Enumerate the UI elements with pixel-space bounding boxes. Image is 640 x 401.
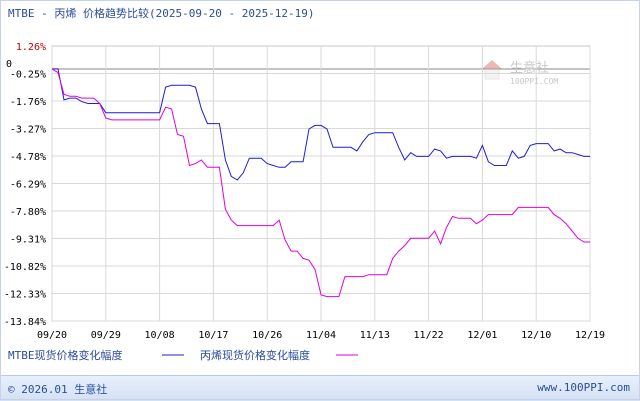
x-tick-label: 09/29 — [91, 330, 121, 341]
x-tick-label: 11/13 — [360, 330, 390, 341]
x-tick-label: 09/20 — [37, 330, 67, 341]
y-tick-label: -6.29% — [10, 180, 46, 191]
y-tick-label: -12.33% — [4, 290, 46, 301]
price-trend-chart: MTBE - 丙烯 价格趋势比较(2025-09-20 - 2025-12-19… — [3, 6, 606, 362]
grid-lines — [51, 46, 591, 322]
x-tick-label: 10/08 — [145, 330, 175, 341]
x-tick-label: 12/10 — [521, 330, 551, 341]
footer-site-link[interactable]: www.100PPI.com — [537, 381, 630, 394]
x-tick-label: 12/19 — [575, 330, 605, 341]
series-line-propylene — [51, 68, 590, 298]
y-tick-label: -10.82% — [4, 262, 46, 273]
series-line-mtbe — [52, 68, 590, 181]
x-tick-label: 10/17 — [198, 330, 228, 341]
x-tick-label: 10/26 — [252, 330, 282, 341]
y-tick-label: -4.78% — [10, 152, 46, 163]
series-lines — [51, 68, 590, 298]
x-tick-label: 11/04 — [306, 330, 336, 341]
y-tick-label: -0.25% — [10, 70, 46, 81]
watermark-logo: 生意社 100PPI.COM — [482, 60, 558, 86]
axis-labels: 1.26% 0-0.25% -1.76% -3.27% -4.78% -6.29% -7.8… — [4, 42, 605, 341]
watermark-house-icon — [482, 60, 502, 80]
x-tick-label: 12/01 — [467, 330, 497, 341]
legend-label-propylene: 丙烯现货价格变化幅度 — [200, 348, 310, 362]
y-tick-label: 1.26% — [16, 42, 46, 53]
x-tick-label: 11/22 — [414, 330, 444, 341]
y-tick-label: -13.84% — [4, 317, 46, 328]
legend: MTBE现货价格变化幅度 丙烯现货价格变化幅度 — [8, 348, 358, 362]
y-tick-label: -1.76% — [10, 97, 46, 108]
footer-copyright: © 2026.01 生意社 — [8, 383, 108, 396]
chart-title: MTBE - 丙烯 价格趋势比较(2025-09-20 - 2025-12-19… — [8, 6, 315, 20]
y-tick-label: -7.80% — [10, 207, 46, 218]
watermark-brand: 生意社 — [510, 60, 549, 76]
y-tick-label: -3.27% — [10, 125, 46, 136]
footer-bar: © 2026.01 生意社 www.100PPI.com — [0, 375, 640, 401]
watermark-url: 100PPI.COM — [510, 77, 558, 86]
y-tick-label: 0 — [6, 59, 12, 70]
legend-label-mtbe: MTBE现货价格变化幅度 — [8, 348, 123, 362]
y-tick-label: -9.31% — [10, 235, 46, 246]
